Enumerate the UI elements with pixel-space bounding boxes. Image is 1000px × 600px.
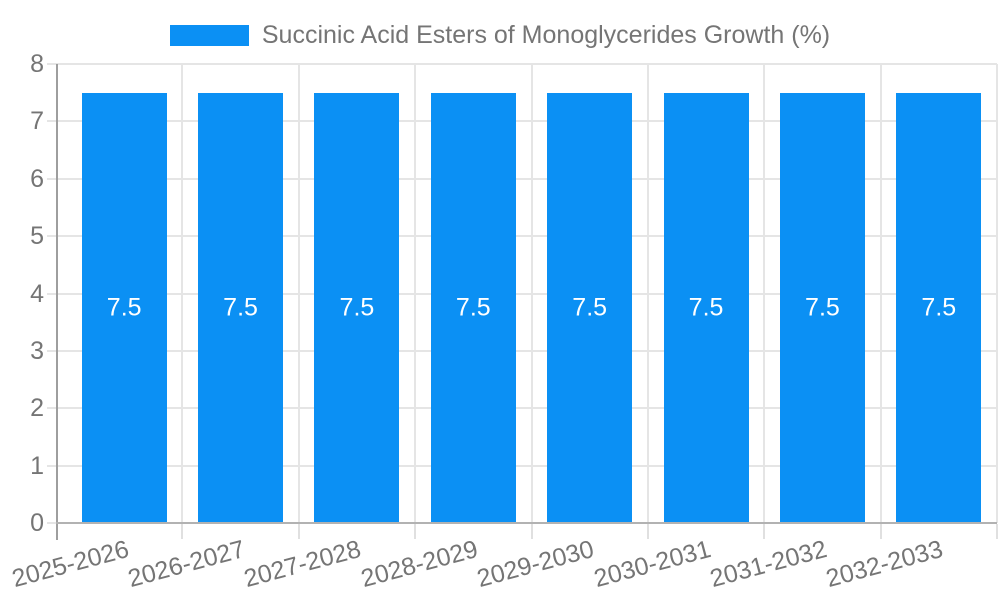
- gridline-v: [879, 64, 882, 523]
- bar: 7.5: [547, 92, 633, 523]
- gridline-v: [530, 64, 533, 523]
- x-axis-tick: [996, 524, 998, 539]
- bar-value-label: 7.5: [688, 293, 724, 322]
- x-axis-label: 2027-2028: [241, 535, 365, 593]
- gridline-h: [47, 235, 997, 238]
- y-axis-tick-label: 0: [30, 509, 44, 537]
- bar-value-label: 7.5: [805, 293, 840, 322]
- legend-swatch-icon: [169, 25, 249, 46]
- y-axis-tick-label: 5: [30, 222, 44, 251]
- x-axis-label: 2026-2027: [125, 535, 248, 593]
- bar-value-label: 7.5: [106, 293, 142, 322]
- y-axis-labels: 0 1 2 3 4 5 6 7 8: [0, 52, 44, 536]
- y-axis-tick-label: 4: [30, 279, 44, 308]
- plot-area: 7.5 7.5 7.5 7.5 7.5 7.5 7.5 7.5: [66, 64, 998, 523]
- category-slot: 7.5: [764, 64, 880, 523]
- category-slot: 7.5: [532, 64, 648, 523]
- category-slot: 7.5: [66, 64, 182, 523]
- bar: 7.5: [198, 92, 284, 523]
- bar: 7.5: [779, 92, 865, 523]
- x-axis-labels: 2025-2026 2026-2027 2027-2028 2028-2029 2029…: [9, 523, 997, 600]
- bar: 7.5: [663, 92, 749, 523]
- x-axis-tick: [763, 524, 766, 539]
- x-axis-tick: [646, 524, 649, 539]
- category-slot: 7.5: [881, 64, 997, 523]
- gridline-h: [47, 349, 997, 352]
- gridline-h: [47, 177, 997, 180]
- x-axis-tick: [530, 524, 533, 539]
- bars-area: 7.5 7.5 7.5 7.5 7.5 7.5 7.5 7.5: [66, 64, 997, 523]
- y-axis-tick-label: 2: [30, 394, 44, 423]
- category-slot: 7.5: [415, 64, 531, 523]
- x-axis-label: 2031-2032: [706, 535, 830, 593]
- legend: Succinic Acid Esters of Monoglycerides G…: [0, 21, 1000, 50]
- category-slot: 7.5: [299, 64, 415, 523]
- x-axis-tick: [297, 524, 300, 539]
- gridline-v: [297, 64, 300, 523]
- category-slot: 7.5: [648, 64, 764, 523]
- y-axis-tick-label: 3: [30, 336, 44, 365]
- x-axis-tick: [414, 524, 417, 539]
- bar-value-label: 7.5: [572, 293, 608, 322]
- x-axis-tick: [181, 524, 184, 539]
- gridline-v: [646, 64, 649, 523]
- gridline-h: [47, 407, 997, 410]
- x-axis-label: 2029-2030: [474, 535, 597, 593]
- category-slot: 7.5: [182, 64, 298, 523]
- y-axis-tick-label: 8: [30, 50, 44, 78]
- bar-value-label: 7.5: [455, 293, 491, 322]
- y-axis-tick-label: 7: [30, 107, 44, 136]
- x-axis-label: 2028-2029: [357, 535, 481, 593]
- bar-value-label: 7.5: [223, 293, 258, 322]
- bar-value-label: 7.5: [339, 293, 375, 322]
- y-axis-line: [56, 64, 58, 540]
- gridline-v: [414, 64, 417, 523]
- bar: 7.5: [81, 92, 167, 523]
- gridline-v: [181, 64, 184, 523]
- legend-label: Succinic Acid Esters of Monoglycerides G…: [261, 21, 831, 49]
- y-axis-tick-label: 1: [30, 451, 44, 480]
- gridline-v: [763, 64, 766, 523]
- x-axis-label: 2030-2031: [590, 535, 714, 593]
- bar: 7.5: [896, 92, 982, 523]
- bar: 7.5: [314, 92, 400, 523]
- x-axis-tick: [879, 524, 882, 539]
- bar-value-label: 7.5: [921, 293, 957, 322]
- y-axis-tick-label: 6: [30, 164, 44, 193]
- x-axis-label: 2032-2033: [823, 535, 947, 593]
- gridline-v: [996, 64, 998, 523]
- gridline-h: [47, 292, 997, 295]
- bar: 7.5: [430, 92, 516, 523]
- gridline-h: [47, 120, 997, 123]
- x-axis-line: [56, 522, 997, 524]
- x-axis-label: 2025-2026: [8, 535, 132, 593]
- gridline-h: [47, 63, 997, 65]
- gridline-h: [47, 464, 997, 467]
